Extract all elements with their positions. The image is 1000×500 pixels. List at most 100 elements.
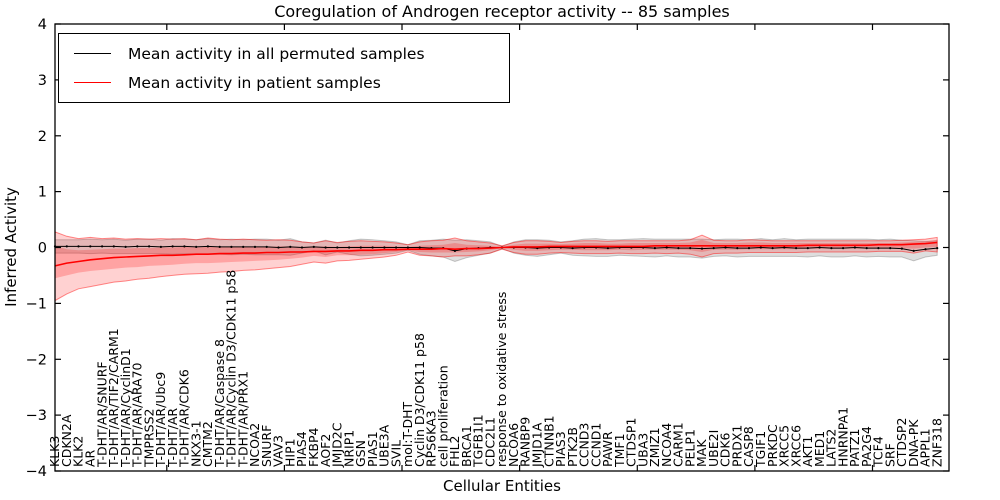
marker-dot bbox=[453, 249, 456, 252]
x-tick-label: PATZ1 bbox=[847, 429, 862, 467]
legend: Mean activity in all permuted samples Me… bbox=[58, 33, 510, 103]
x-tick-label: CCND3 bbox=[577, 423, 592, 467]
x-tick-label: PIAS4 bbox=[294, 431, 309, 467]
x-tick-label: CARM1 bbox=[671, 422, 686, 467]
x-tick-label: RPS6KA3 bbox=[424, 410, 439, 467]
marker-dot bbox=[806, 247, 809, 250]
marker-dot bbox=[77, 245, 80, 248]
marker-dot bbox=[371, 246, 374, 249]
x-tick-label: TMPRSS2 bbox=[141, 409, 156, 468]
x-tick-label: TGFB1I1 bbox=[471, 414, 486, 468]
patient-mean-line bbox=[54, 241, 938, 267]
permuted-line-sample bbox=[74, 53, 111, 54]
marker-dot bbox=[689, 247, 692, 250]
x-tick-label: T-DHT/AR/ARA70 bbox=[130, 362, 145, 468]
marker-dot bbox=[289, 245, 292, 248]
x-tick-label: FHL2 bbox=[447, 435, 462, 467]
marker-dot bbox=[418, 246, 421, 249]
marker-dot bbox=[230, 245, 233, 248]
gray-band bbox=[54, 238, 938, 263]
marker-dot bbox=[300, 246, 304, 249]
marker-dot bbox=[771, 247, 774, 250]
y-tick-label: −4 bbox=[26, 464, 47, 480]
marker-dot bbox=[677, 247, 680, 250]
marker-dot bbox=[877, 247, 880, 250]
x-tick-label: MED1 bbox=[812, 431, 827, 467]
marker-dot bbox=[936, 247, 939, 250]
x-tick-label: T-DHT/AR bbox=[165, 408, 180, 468]
x-tick-label: XRCC6 bbox=[788, 425, 803, 467]
marker-dot bbox=[795, 247, 798, 250]
marker-dot bbox=[277, 246, 280, 249]
marker-dot bbox=[712, 247, 715, 250]
marker-dot bbox=[818, 246, 821, 249]
patient-line-sample bbox=[74, 82, 111, 83]
y-tick-label: 1 bbox=[38, 185, 47, 201]
x-tick-label: CDKN2A bbox=[59, 414, 74, 467]
x-tick-label: SNURF bbox=[259, 425, 274, 467]
marker-dot bbox=[406, 246, 409, 249]
x-tick-label: NCOA6 bbox=[506, 423, 521, 467]
x-tick-label: T-DHT/AR/CyclinD1 bbox=[118, 348, 133, 468]
x-tick-label: TMF1 bbox=[612, 433, 627, 468]
x-tick-label: T-DHT/AR/Cyclin D3/CDK11 p58 bbox=[224, 270, 239, 468]
x-tick-label: TCF4 bbox=[871, 436, 886, 468]
y-tick-label: 4 bbox=[38, 17, 47, 33]
marker-dot bbox=[606, 247, 610, 250]
x-tick-label: CMTM2 bbox=[200, 421, 215, 467]
x-tick-label: CDC2L1 bbox=[482, 417, 497, 467]
x-tick-label: BRCA1 bbox=[459, 425, 474, 467]
x-axis-label: Cellular Entities bbox=[443, 477, 561, 495]
x-tick-label: CASP8 bbox=[741, 426, 756, 467]
x-tick-label: CCND1 bbox=[588, 423, 603, 467]
marker-dot bbox=[383, 246, 386, 249]
legend-label-patient: Mean activity in patient samples bbox=[128, 73, 381, 92]
x-tick-label: AKT1 bbox=[800, 436, 815, 467]
marker-dot bbox=[136, 245, 139, 248]
marker-dot bbox=[242, 245, 245, 248]
marker-dot bbox=[724, 246, 727, 249]
x-tick-label: CTDSP1 bbox=[624, 418, 639, 467]
marker-dot bbox=[700, 247, 704, 250]
x-tick-label: T-DHT/AR/CDK6 bbox=[177, 369, 192, 468]
marker-dot bbox=[865, 247, 868, 250]
x-tick-label: NKX3-1 bbox=[188, 420, 203, 467]
x-tick-label: ZNF318 bbox=[929, 418, 944, 467]
marker-dot bbox=[195, 245, 198, 248]
marker-dot bbox=[842, 247, 845, 250]
x-tick-label: TGIF1 bbox=[753, 431, 768, 468]
x-tick-label: PELP1 bbox=[682, 429, 697, 467]
x-tick-label: CTNNB1 bbox=[541, 415, 556, 467]
x-tick-label: MAK bbox=[694, 439, 709, 467]
red-band-outer bbox=[54, 231, 938, 302]
y-tick-label: −2 bbox=[26, 352, 47, 368]
x-tick-label: AR bbox=[83, 449, 98, 467]
marker-dot bbox=[336, 246, 339, 249]
marker-dot bbox=[159, 245, 162, 248]
marker-dot bbox=[112, 245, 115, 248]
x-tick-label: JMJD2C bbox=[330, 422, 345, 468]
marker-dot bbox=[853, 246, 857, 249]
y-tick-label: 0 bbox=[38, 241, 47, 257]
y-tick-label: 2 bbox=[38, 129, 47, 145]
x-tick-label: UBA3 bbox=[635, 433, 650, 467]
marker-dot bbox=[359, 246, 362, 249]
marker-dot bbox=[265, 245, 268, 248]
marker-dot bbox=[665, 246, 668, 249]
marker-dot bbox=[783, 246, 786, 249]
marker-dot bbox=[348, 246, 351, 249]
x-tick-label: cell proliferation bbox=[435, 365, 450, 467]
x-tick-label: Cyclin D3/CDK11 p58 bbox=[412, 333, 427, 467]
x-tick-label: RANBP9 bbox=[518, 417, 533, 467]
marker-dot bbox=[183, 245, 186, 248]
marker-dot bbox=[889, 247, 892, 250]
x-tick-label: T-DHT/AR/Ubc9 bbox=[153, 372, 168, 468]
x-tick-label: GSN bbox=[353, 440, 368, 467]
marker-dot bbox=[900, 247, 904, 250]
marker-dot bbox=[171, 245, 174, 248]
chart-title: Coregulation of Androgen receptor activi… bbox=[274, 2, 730, 21]
marker-dot bbox=[395, 246, 398, 249]
x-tick-label: T-DHT/AR/TIF2/CARM1 bbox=[106, 328, 121, 468]
marker-dot bbox=[571, 247, 574, 250]
